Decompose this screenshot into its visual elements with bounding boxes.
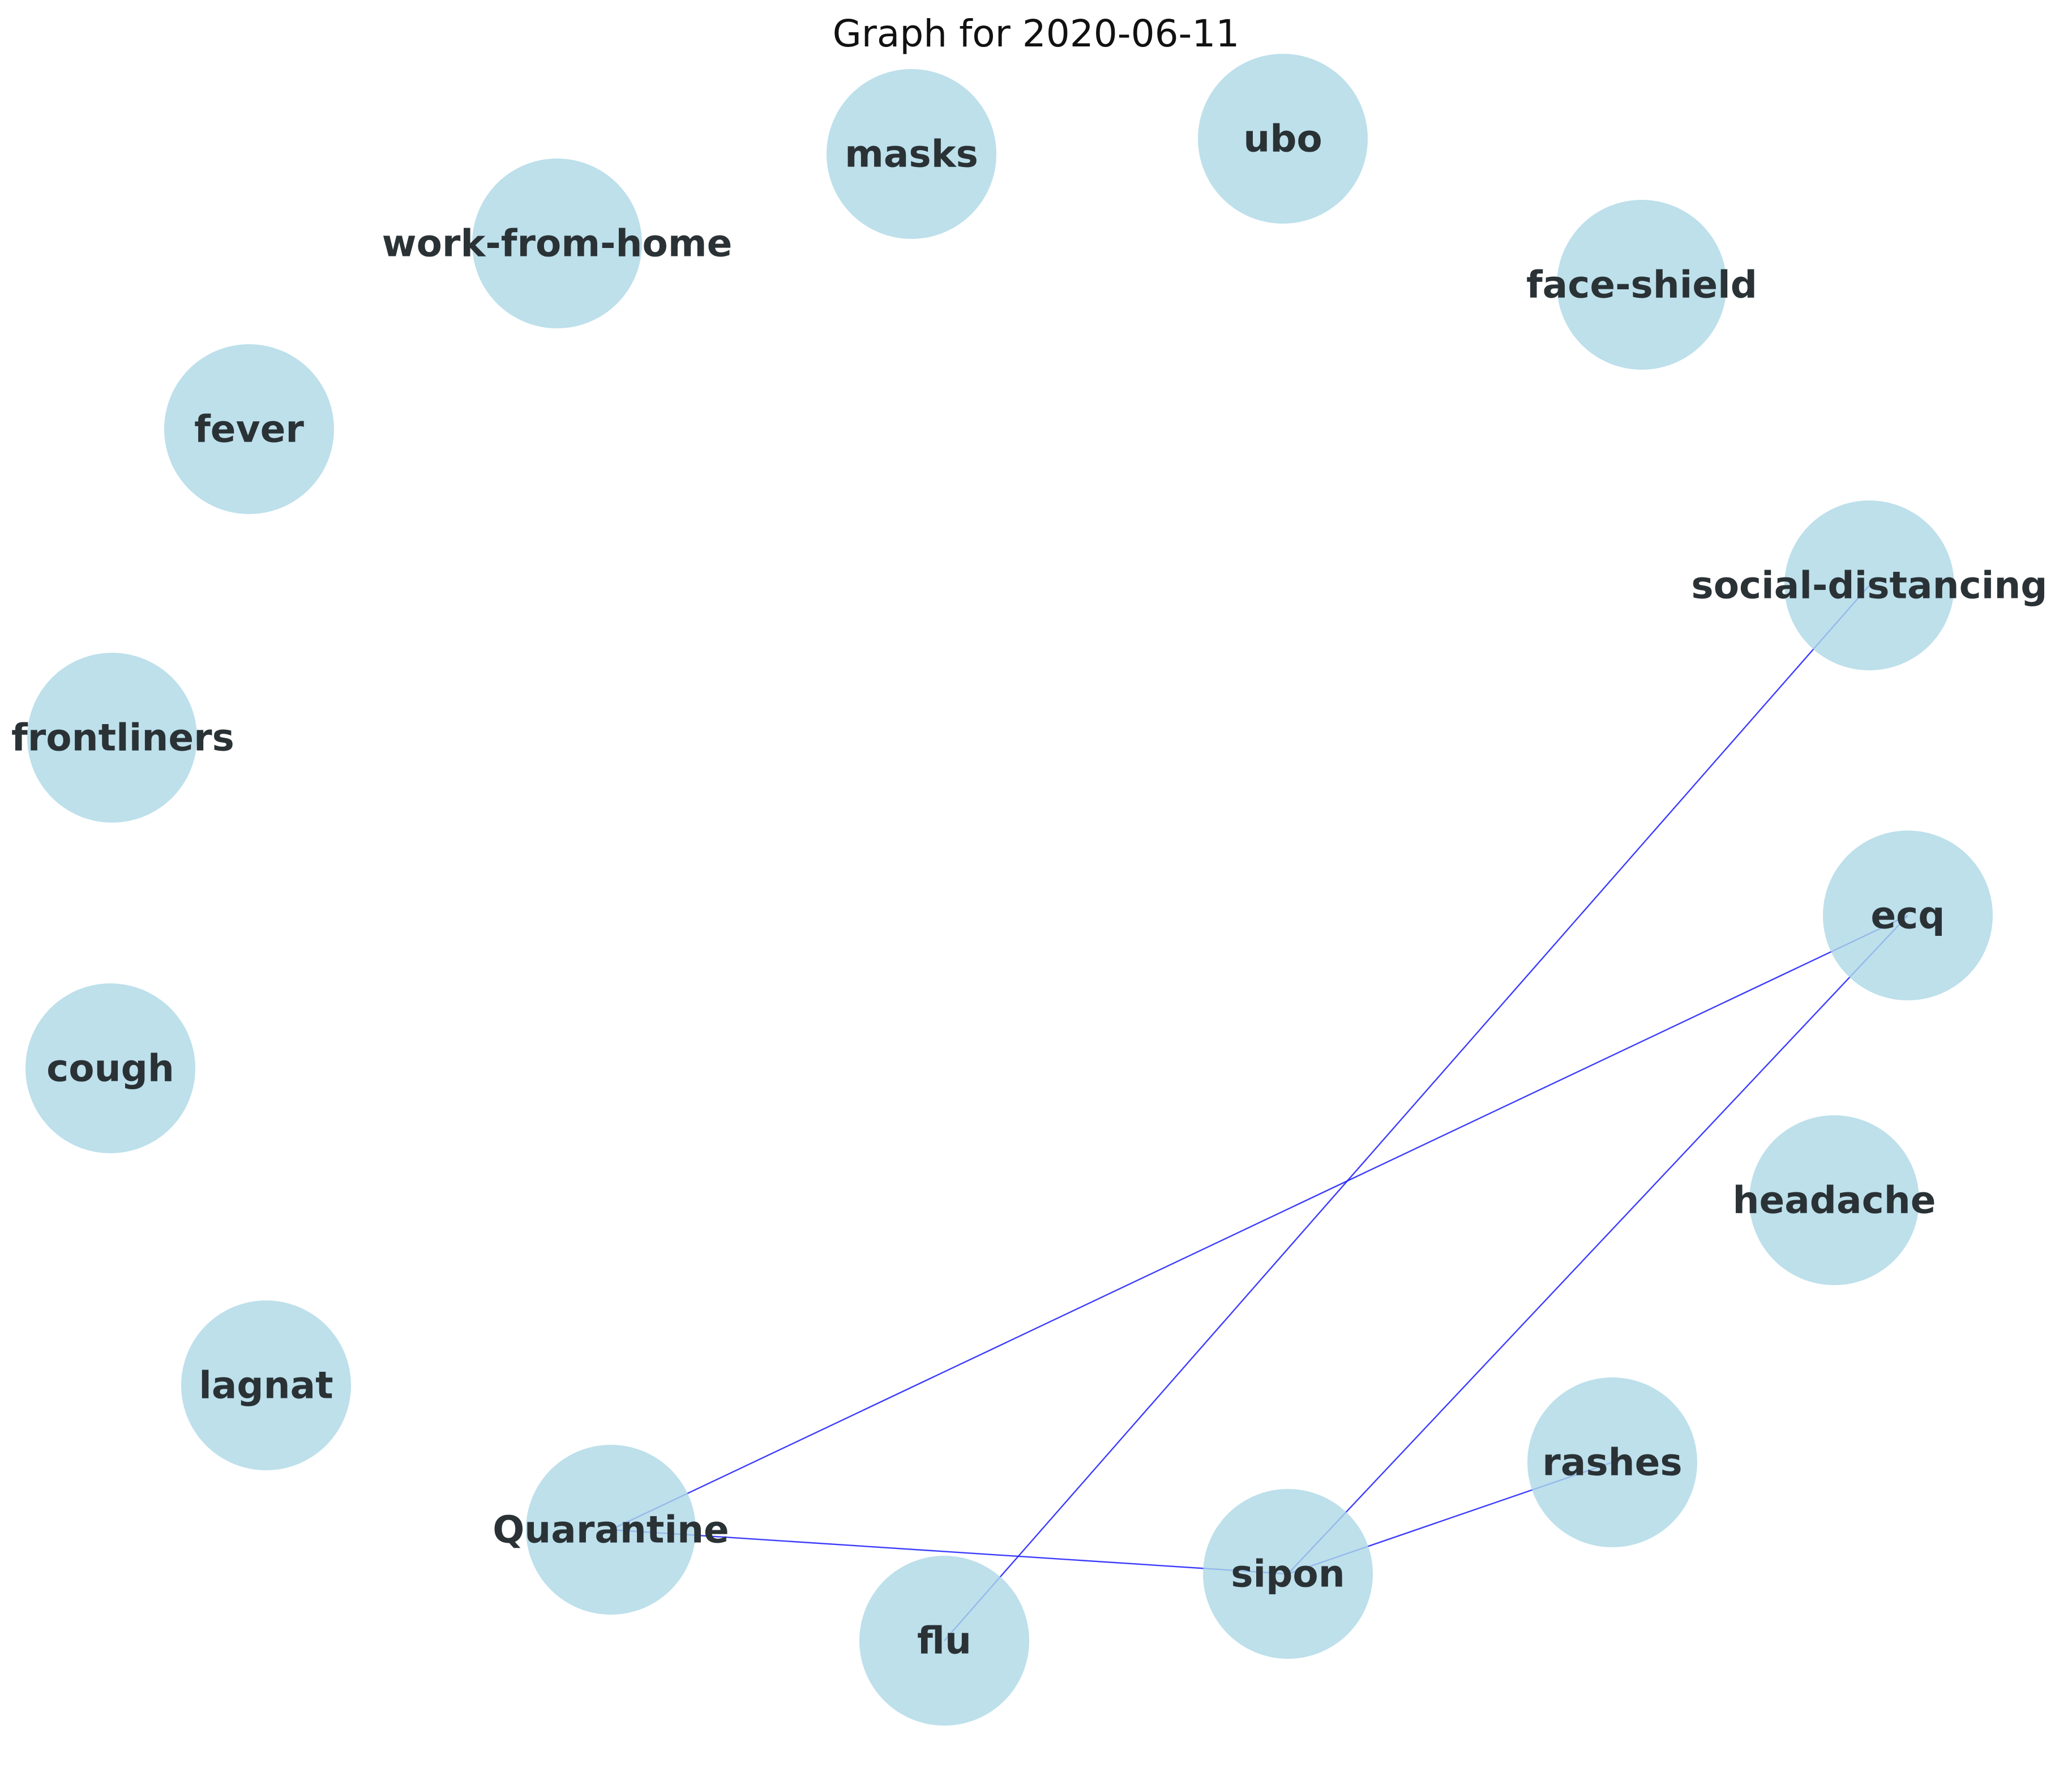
- node-ecq: [1823, 831, 1993, 1000]
- node-frontliners: [27, 653, 197, 823]
- node-label-fever: fever: [194, 408, 304, 451]
- node-label-rashes: rashes: [1542, 1441, 1682, 1484]
- node-label-lagnat: lagnat: [199, 1364, 333, 1407]
- node-work-from-home: [472, 159, 642, 328]
- node-label-quarantine: Quarantine: [493, 1508, 729, 1552]
- node-quarantine: [526, 1445, 696, 1615]
- node-label-frontliners: frontliners: [11, 716, 234, 760]
- node-label-sipon: sipon: [1231, 1552, 1345, 1596]
- node-face-shield: [1557, 200, 1727, 370]
- node-headache: [1749, 1115, 1919, 1285]
- node-label-social-distancing: social-distancing: [1691, 564, 2047, 607]
- node-label-flu: flu: [917, 1619, 971, 1663]
- node-social-distancing: [1784, 500, 1954, 670]
- node-lagnat: [181, 1300, 351, 1470]
- edge-ecq-quarantine: [610, 914, 1908, 1531]
- node-label-ecq: ecq: [1870, 894, 1945, 938]
- node-sipon: [1203, 1489, 1373, 1659]
- edge-quarantine-sipon: [610, 1529, 1288, 1575]
- graph-title: Graph for 2020-06-11: [833, 12, 1240, 55]
- node-cough: [25, 983, 195, 1153]
- node-label-masks: masks: [845, 132, 978, 176]
- node-label-work-from-home: work-from-home: [382, 222, 733, 266]
- node-label-face-shield: face-shield: [1526, 263, 1757, 307]
- node-flu: [859, 1556, 1029, 1726]
- nodes-layer: [25, 54, 1993, 1726]
- edges-layer: [610, 585, 1908, 1641]
- node-label-cough: cough: [46, 1047, 174, 1090]
- node-rashes: [1527, 1377, 1697, 1547]
- node-label-ubo: ubo: [1243, 117, 1322, 161]
- edge-ecq-sipon: [1287, 915, 1908, 1574]
- edge-social-distancing-flu: [944, 585, 1870, 1641]
- node-masks: [827, 69, 996, 239]
- node-label-headache: headache: [1733, 1179, 1936, 1222]
- labels-layer: masks ubo work-from-home face-shield fever so…: [11, 117, 2048, 1663]
- node-ubo: [1198, 54, 1368, 224]
- node-fever: [164, 344, 334, 514]
